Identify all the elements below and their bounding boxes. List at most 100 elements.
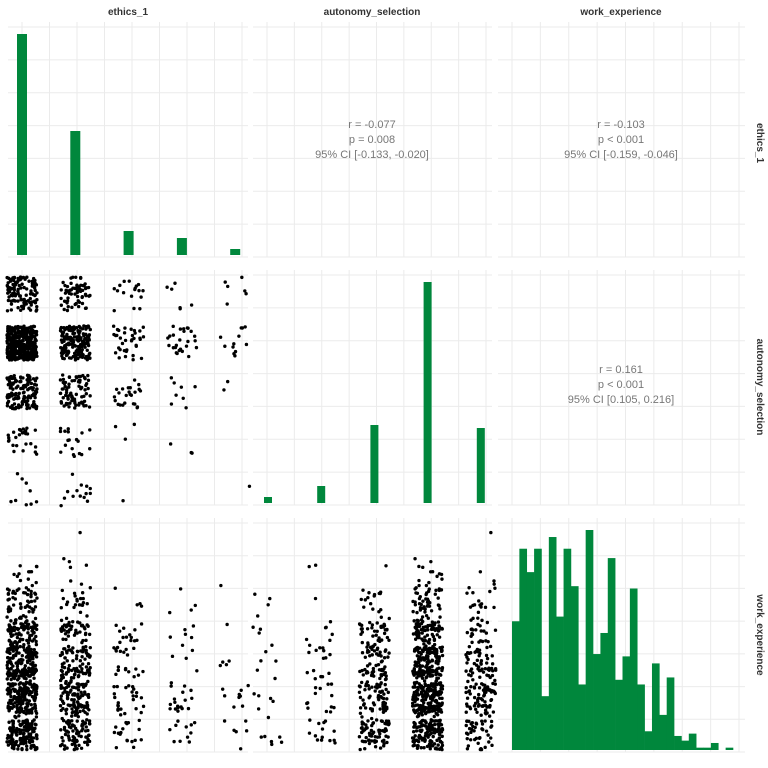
point-ethics-autonomy bbox=[25, 404, 29, 408]
point-ethics-autonomy bbox=[123, 354, 128, 359]
point-autonomy-work bbox=[427, 580, 431, 585]
point-autonomy-work bbox=[489, 697, 494, 702]
point-ethics-work bbox=[80, 603, 85, 607]
point-ethics-work bbox=[23, 706, 28, 710]
point-autonomy-work bbox=[428, 660, 432, 664]
point-ethics-autonomy bbox=[88, 428, 92, 432]
point-ethics-autonomy bbox=[65, 402, 70, 406]
point-ethics-work bbox=[176, 709, 180, 713]
point-ethics-work bbox=[35, 733, 39, 738]
point-ethics-work bbox=[32, 651, 36, 655]
bar-autonomy-3 bbox=[370, 425, 379, 503]
point-ethics-work bbox=[86, 668, 91, 672]
point-ethics-autonomy bbox=[12, 373, 16, 378]
column-strip-label: autonomy_selection bbox=[324, 7, 421, 18]
point-autonomy-work bbox=[328, 638, 332, 643]
histogram-bin bbox=[659, 714, 667, 750]
point-ethics-autonomy bbox=[68, 401, 72, 405]
point-ethics-autonomy bbox=[13, 330, 17, 335]
point-ethics-work bbox=[224, 662, 229, 667]
point-autonomy-work bbox=[305, 670, 309, 675]
point-ethics-work bbox=[17, 719, 21, 723]
point-ethics-autonomy bbox=[31, 276, 36, 281]
point-ethics-autonomy bbox=[172, 381, 176, 385]
point-autonomy-work bbox=[468, 706, 473, 711]
point-autonomy-work bbox=[434, 711, 438, 716]
point-ethics-work bbox=[237, 695, 241, 700]
point-ethics-autonomy bbox=[132, 336, 136, 341]
point-ethics-autonomy bbox=[7, 436, 11, 440]
point-ethics-autonomy bbox=[60, 387, 65, 391]
point-ethics-autonomy bbox=[132, 422, 137, 427]
point-autonomy-work bbox=[257, 694, 261, 698]
point-autonomy-work bbox=[421, 736, 425, 741]
point-ethics-work bbox=[5, 666, 10, 670]
point-autonomy-work bbox=[434, 659, 439, 663]
point-ethics-work bbox=[238, 747, 243, 751]
point-autonomy-work bbox=[475, 710, 479, 714]
point-autonomy-work bbox=[378, 650, 382, 654]
point-autonomy-work bbox=[370, 623, 375, 627]
point-autonomy-work bbox=[361, 588, 365, 592]
point-ethics-autonomy bbox=[117, 346, 121, 350]
point-ethics-autonomy bbox=[66, 296, 70, 300]
point-ethics-autonomy bbox=[128, 386, 132, 390]
point-ethics-work bbox=[64, 616, 69, 621]
point-ethics-autonomy bbox=[135, 405, 140, 409]
point-autonomy-work bbox=[417, 601, 422, 606]
point-ethics-work bbox=[32, 682, 36, 687]
point-autonomy-work bbox=[256, 614, 260, 618]
point-ethics-work bbox=[34, 642, 39, 647]
point-autonomy-work bbox=[417, 650, 421, 655]
histogram-bin bbox=[681, 740, 690, 750]
point-ethics-work bbox=[178, 587, 183, 591]
point-ethics-work bbox=[9, 734, 14, 738]
point-autonomy-work bbox=[474, 722, 479, 726]
point-ethics-work bbox=[9, 741, 13, 746]
point-ethics-work bbox=[27, 636, 32, 640]
point-autonomy-work bbox=[440, 668, 444, 673]
point-ethics-autonomy bbox=[62, 496, 67, 500]
point-ethics-autonomy bbox=[28, 353, 32, 357]
point-ethics-autonomy bbox=[12, 397, 16, 401]
point-ethics-work bbox=[85, 602, 89, 606]
panel-1-0 bbox=[8, 270, 248, 506]
point-autonomy-work bbox=[428, 684, 433, 688]
point-ethics-work bbox=[139, 622, 144, 626]
point-ethics-autonomy bbox=[118, 283, 122, 288]
point-ethics-autonomy bbox=[6, 433, 10, 437]
point-ethics-work bbox=[62, 557, 66, 561]
point-autonomy-work bbox=[432, 694, 436, 699]
point-ethics-autonomy bbox=[9, 347, 13, 351]
point-ethics-autonomy bbox=[141, 335, 146, 339]
point-autonomy-work bbox=[418, 605, 423, 610]
point-ethics-autonomy bbox=[128, 392, 132, 397]
point-autonomy-work bbox=[363, 655, 368, 659]
point-ethics-work bbox=[60, 735, 64, 740]
point-ethics-work bbox=[134, 690, 139, 695]
point-ethics-work bbox=[26, 588, 31, 592]
point-ethics-autonomy bbox=[14, 393, 18, 397]
point-ethics-work bbox=[137, 718, 141, 723]
point-autonomy-work bbox=[412, 667, 417, 671]
point-ethics-work bbox=[30, 656, 35, 660]
point-ethics-autonomy bbox=[74, 301, 78, 306]
scatter-points bbox=[5, 275, 498, 752]
point-autonomy-work bbox=[489, 530, 493, 535]
point-ethics-autonomy bbox=[29, 502, 33, 506]
point-ethics-work bbox=[10, 656, 15, 660]
point-autonomy-work bbox=[367, 738, 371, 742]
point-autonomy-work bbox=[357, 684, 362, 688]
point-ethics-autonomy bbox=[168, 442, 173, 446]
point-ethics-work bbox=[127, 670, 131, 674]
point-ethics-autonomy bbox=[86, 373, 90, 378]
point-ethics-work bbox=[31, 660, 35, 665]
point-ethics-autonomy bbox=[19, 297, 23, 301]
point-ethics-work bbox=[12, 673, 16, 678]
point-autonomy-work bbox=[469, 618, 473, 622]
point-autonomy-work bbox=[471, 678, 475, 682]
point-ethics-work bbox=[76, 620, 80, 624]
point-ethics-work bbox=[66, 634, 71, 638]
point-autonomy-work bbox=[471, 591, 475, 595]
